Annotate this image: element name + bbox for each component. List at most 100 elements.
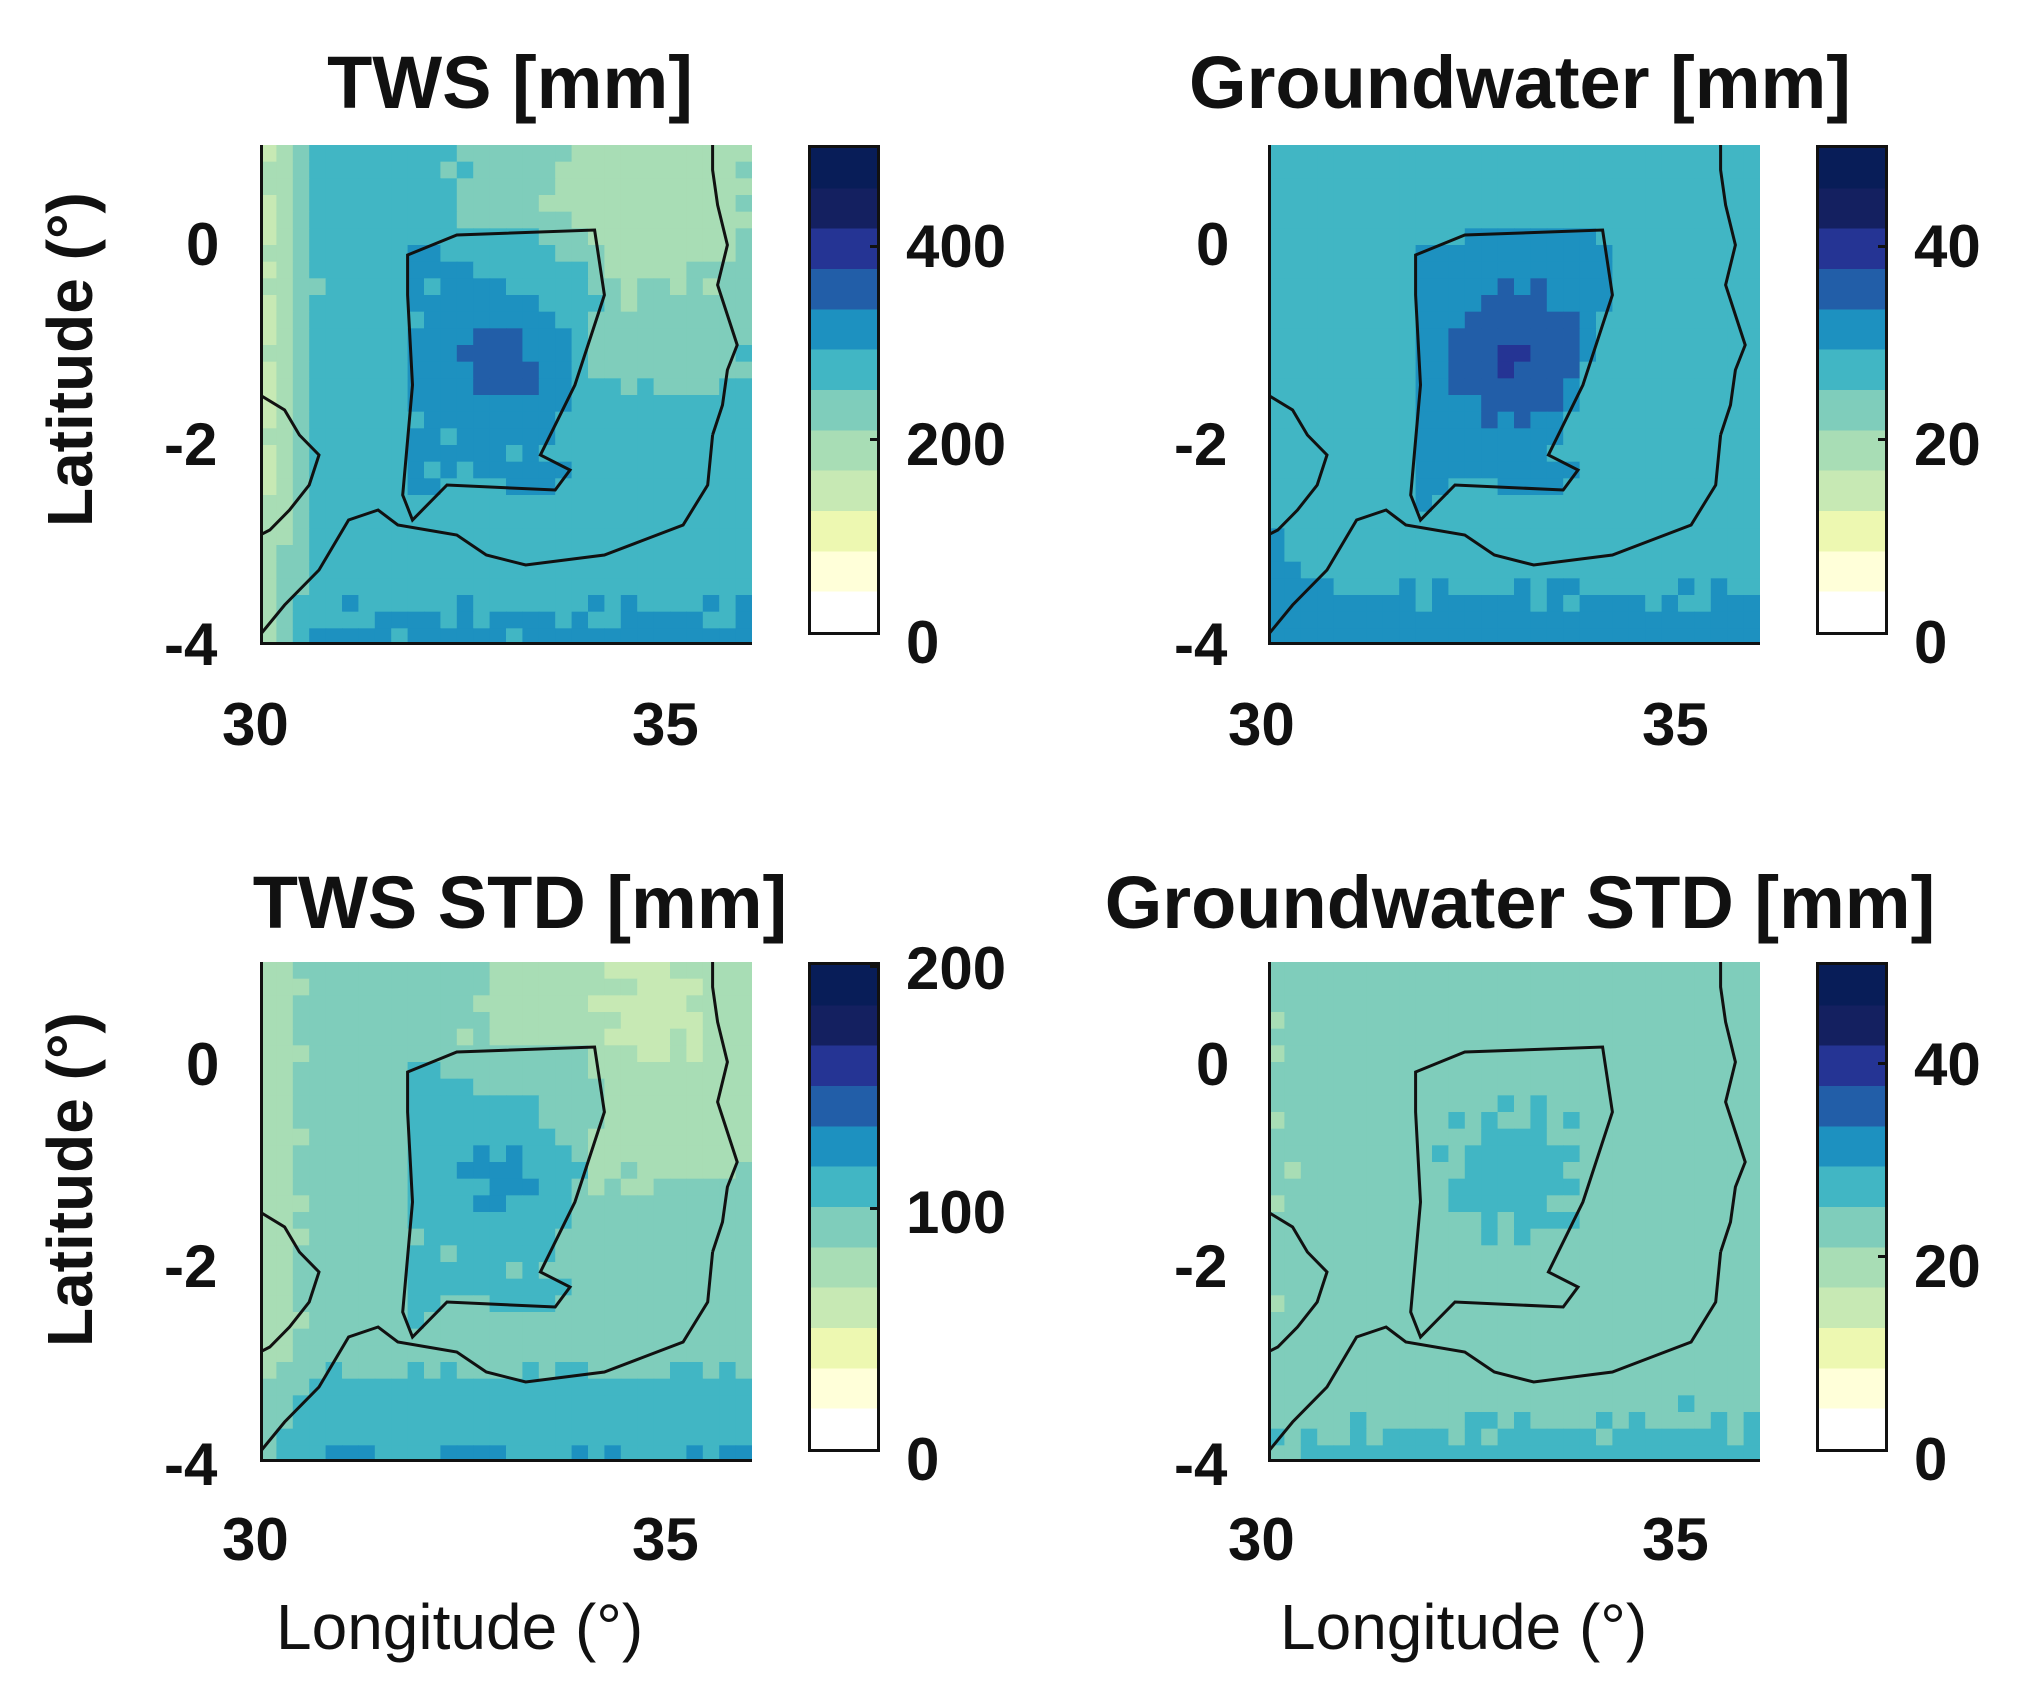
map-cell-groundwater [1727, 511, 1745, 529]
map-cell-tws-std [342, 1095, 359, 1113]
map-cell-groundwater-std [1628, 1195, 1646, 1213]
map-cell-tws [653, 395, 671, 413]
map-cell-tws [440, 495, 458, 513]
map-cell-tws-std [571, 995, 589, 1013]
map-cell-tws [588, 611, 605, 629]
map-cell-tws [555, 378, 573, 396]
map-cell-groundwater [1268, 561, 1285, 579]
map-cell-groundwater-std [1678, 1445, 1695, 1462]
map-cell-tws [719, 545, 737, 563]
map-cell-tws-std [637, 1278, 655, 1296]
map-cell-tws-std [620, 1278, 638, 1296]
map-cell-groundwater-std [1579, 1245, 1597, 1263]
map-cell-groundwater-std [1727, 1195, 1745, 1213]
map-cell-tws [407, 261, 425, 279]
map-cell-tws-std [391, 1012, 409, 1030]
map-cell-groundwater-std [1481, 1112, 1499, 1130]
map-cell-tws-std [670, 1395, 687, 1413]
map-cell-tws [506, 561, 523, 579]
map-cell-tws-std [407, 1278, 425, 1296]
map-cell-tws-std [555, 1328, 573, 1346]
map-cell-tws-std [571, 1445, 589, 1462]
map-cell-groundwater [1727, 428, 1745, 446]
map-cell-tws-std [604, 1112, 622, 1130]
map-cell-tws [538, 628, 556, 645]
x-tick-35-groundwater-std: 35 [1642, 1506, 1709, 1573]
map-cell-groundwater [1530, 211, 1548, 229]
map-cell-groundwater [1448, 328, 1466, 346]
map-cell-groundwater-std [1612, 1412, 1630, 1430]
map-cell-tws [325, 445, 343, 463]
map-cell-groundwater [1382, 495, 1400, 513]
map-cell-groundwater [1317, 578, 1335, 596]
map-cell-tws-std [456, 1262, 474, 1280]
map-cell-groundwater [1727, 478, 1745, 496]
map-cell-groundwater-std [1497, 1095, 1515, 1113]
map-cell-tws-std [620, 1378, 638, 1396]
map-cell-tws [604, 428, 622, 446]
map-cell-tws [358, 411, 376, 429]
map-cell-groundwater-std [1710, 1178, 1728, 1196]
map-cell-groundwater-std [1645, 1278, 1663, 1296]
map-cell-tws-std [719, 1228, 737, 1246]
map-cell-groundwater-std [1661, 1178, 1679, 1196]
map-cell-tws [588, 195, 605, 213]
map-cell-tws-std [702, 1428, 720, 1446]
map-cell-tws [391, 328, 409, 346]
map-cell-groundwater [1661, 428, 1679, 446]
map-cell-tws [686, 545, 704, 563]
map-cell-groundwater [1596, 345, 1613, 363]
map-cell-groundwater-std [1448, 1362, 1466, 1380]
map-cell-groundwater [1579, 561, 1597, 579]
map-cell-tws-std [424, 1095, 441, 1113]
map-cell-tws [424, 378, 441, 396]
colorbar-tick-20-groundwater-std: 20 [1914, 1233, 1981, 1300]
east-border-line-tws [711, 145, 739, 436]
map-cell-groundwater [1497, 461, 1515, 479]
map-cell-groundwater [1382, 161, 1400, 179]
map-cell-tws [276, 145, 294, 163]
map-cell-tws [456, 528, 474, 546]
map-cell-groundwater [1546, 595, 1564, 613]
map-cell-groundwater [1432, 178, 1449, 196]
map-cell-tws [374, 445, 392, 463]
map-cell-tws [653, 261, 671, 279]
map-cell-groundwater-std [1399, 1412, 1417, 1430]
map-cell-tws-std [260, 1078, 277, 1096]
map-cell-groundwater [1268, 295, 1285, 313]
map-cell-tws-std [653, 1378, 671, 1396]
map-cell-groundwater-std [1432, 1445, 1449, 1462]
map-cell-tws-std [735, 1278, 752, 1296]
map-cell-groundwater-std [1284, 1145, 1302, 1163]
map-cell-tws [489, 528, 507, 546]
map-cell-tws [555, 178, 573, 196]
map-cell-groundwater-std [1415, 1262, 1433, 1280]
map-cell-groundwater-std [1497, 1312, 1515, 1330]
map-cell-tws [309, 595, 327, 613]
map-cell-tws-std [702, 1062, 720, 1080]
map-cell-groundwater-std [1678, 962, 1695, 980]
map-cell-tws-std [473, 1428, 491, 1446]
map-cell-groundwater [1317, 311, 1335, 329]
map-cell-groundwater [1333, 261, 1351, 279]
map-cell-tws [604, 578, 622, 596]
map-cell-groundwater-std [1366, 1062, 1384, 1080]
map-cell-tws-std [391, 1195, 409, 1213]
map-cell-tws-std [440, 1362, 458, 1380]
map-cell-tws [489, 211, 507, 229]
map-cell-tws [424, 195, 441, 213]
map-cell-groundwater-std [1694, 1278, 1712, 1296]
map-cell-tws-std [620, 1295, 638, 1313]
map-cell-tws-std [571, 1395, 589, 1413]
map-cell-tws [292, 328, 310, 346]
map-cell-tws [522, 595, 540, 613]
map-cell-groundwater [1497, 445, 1515, 463]
map-cell-tws [309, 311, 327, 329]
map-cell-groundwater [1399, 261, 1417, 279]
map-cell-groundwater [1464, 195, 1482, 213]
map-cell-tws-std [440, 1095, 458, 1113]
map-cell-groundwater [1645, 461, 1663, 479]
map-cell-groundwater-std [1596, 1012, 1613, 1030]
map-cell-groundwater [1300, 178, 1318, 196]
map-cell-tws-std [456, 1178, 474, 1196]
